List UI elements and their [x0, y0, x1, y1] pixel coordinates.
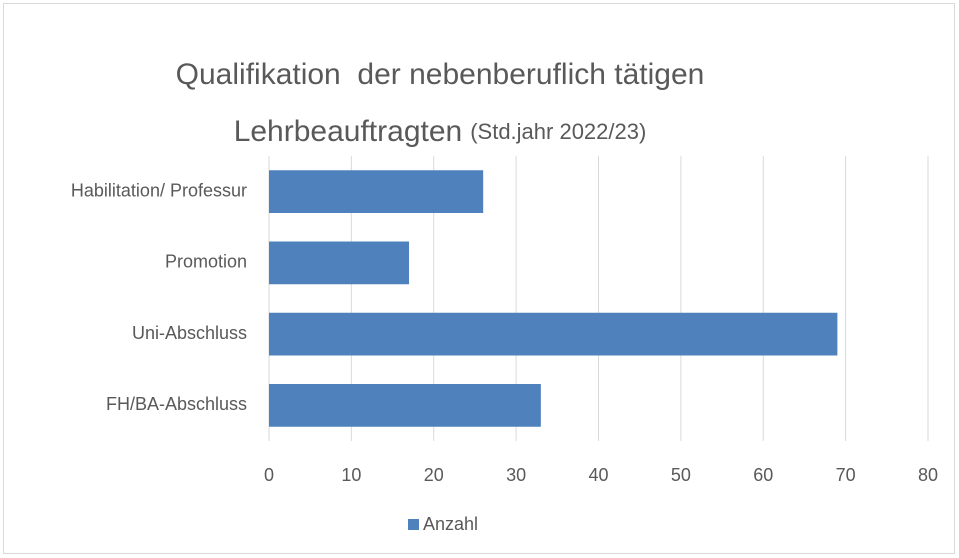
x-tick-label: 20 — [424, 465, 444, 485]
y-tick-label: FH/BA-Abschluss — [106, 394, 247, 414]
chart-title: Lehrbeauftragten — [234, 115, 463, 148]
y-tick-label: Uni-Abschluss — [132, 323, 247, 343]
chart-title-line: Lehrbeauftragten (Std.jahr 2022/23) — [234, 115, 647, 148]
x-tick-label: 50 — [671, 465, 691, 485]
x-tick-label: 60 — [753, 465, 773, 485]
legend-swatch — [408, 519, 419, 530]
bar — [269, 384, 541, 427]
bar — [269, 170, 484, 213]
y-tick-label: Promotion — [165, 252, 247, 272]
x-tick-label: 40 — [588, 465, 608, 485]
bar — [269, 241, 410, 285]
x-tick-label: 10 — [341, 465, 361, 485]
x-tick-label: 0 — [264, 465, 274, 485]
legend-label: Anzahl — [423, 514, 478, 534]
x-tick-label: 30 — [506, 465, 526, 485]
chart-title: Qualifikation der nebenberuflich tätigen — [176, 58, 705, 91]
x-tick-label: 80 — [918, 465, 938, 485]
chart-border — [3, 3, 955, 554]
y-tick-label: Habilitation/ Professur — [71, 180, 247, 200]
x-tick-label: 70 — [836, 465, 856, 485]
bar — [269, 312, 838, 356]
chart-subtitle: (Std.jahr 2022/23) — [470, 119, 646, 144]
